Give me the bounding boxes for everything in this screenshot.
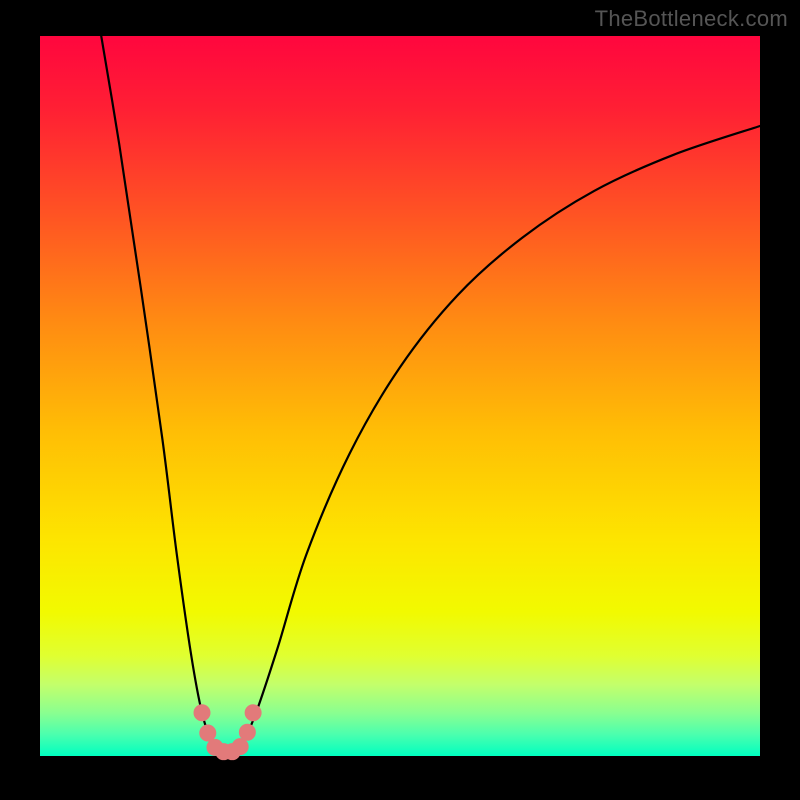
bottleneck-curve-chart — [0, 0, 800, 800]
watermark-text: TheBottleneck.com — [595, 6, 788, 32]
chart-container: TheBottleneck.com — [0, 0, 800, 800]
marker-point-7 — [245, 705, 261, 721]
marker-point-0 — [194, 705, 210, 721]
marker-point-6 — [239, 724, 255, 740]
plot-gradient-background — [40, 36, 760, 756]
marker-point-1 — [200, 725, 216, 741]
marker-point-5 — [232, 739, 248, 755]
